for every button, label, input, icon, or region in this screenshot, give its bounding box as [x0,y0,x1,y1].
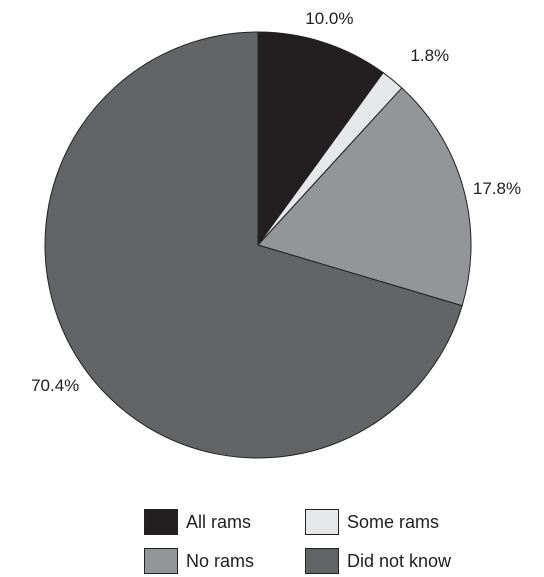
pie-slice-no-rams [257,87,472,307]
percentage-labels: 10.0% 1.8% 17.8% 70.4% [31,9,521,395]
pie-slices [44,31,472,459]
pct-label-some-rams: 1.8% [410,46,449,65]
pct-label-did-not-know: 70.4% [31,376,79,395]
pie-slice-did-not-know [44,31,463,459]
pct-label-no-rams: 17.8% [473,179,521,198]
pie-slice-all-rams [257,31,384,247]
pct-label-all-rams: 10.0% [305,9,353,28]
